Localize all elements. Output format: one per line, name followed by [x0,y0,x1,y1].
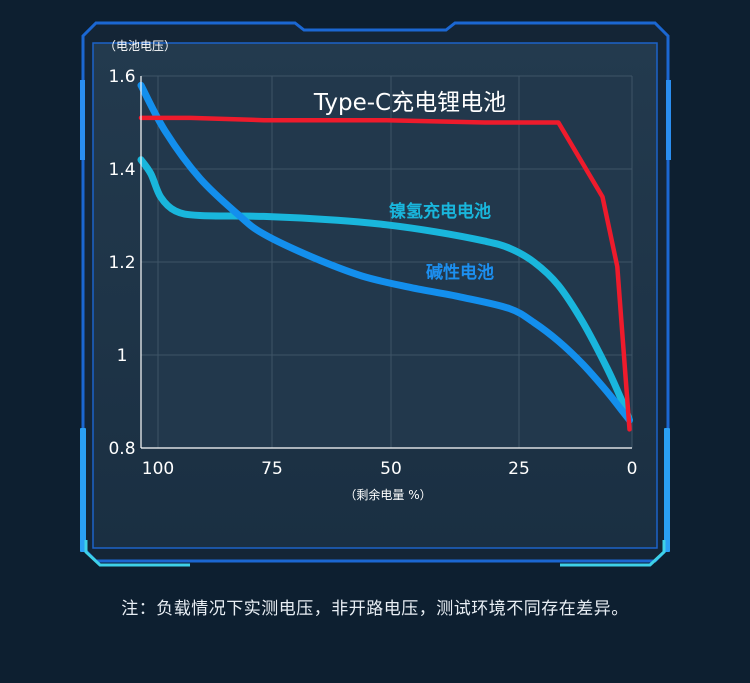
series-line-0 [138,115,632,432]
y-tick-label: 1.4 [108,160,135,180]
y-tick-label: 0.8 [108,439,135,459]
x-tick-label: 50 [380,459,402,479]
y-tick-label: 1 [117,346,128,366]
footnote: 注：负载情况下实测电压，非开路电压，测试环境不同存在差异。 [121,599,629,619]
series-line-2 [137,81,633,424]
series-label-1: 镍氢充电电池 [389,201,491,222]
series-label-2: 碱性电池 [426,262,494,283]
x-tick-label: 0 [627,459,638,479]
x-tick-label: 75 [261,459,283,479]
y-tick-label: 1.2 [108,253,135,273]
x-tick-label: 25 [508,459,530,479]
series-label-0: Type-C充电锂电池 [313,90,506,116]
series-line-1 [137,156,633,424]
series-layer [137,81,633,432]
y-axis-label: （电池电压） [104,39,176,53]
axis-ticks: 100 75 50 25 0 1.6 1.4 1.2 1 0.8 [108,67,637,479]
x-axis-label: （剩余电量 %） [344,487,431,502]
y-tick-label: 1.6 [108,67,135,87]
x-tick-label: 100 [142,459,174,479]
